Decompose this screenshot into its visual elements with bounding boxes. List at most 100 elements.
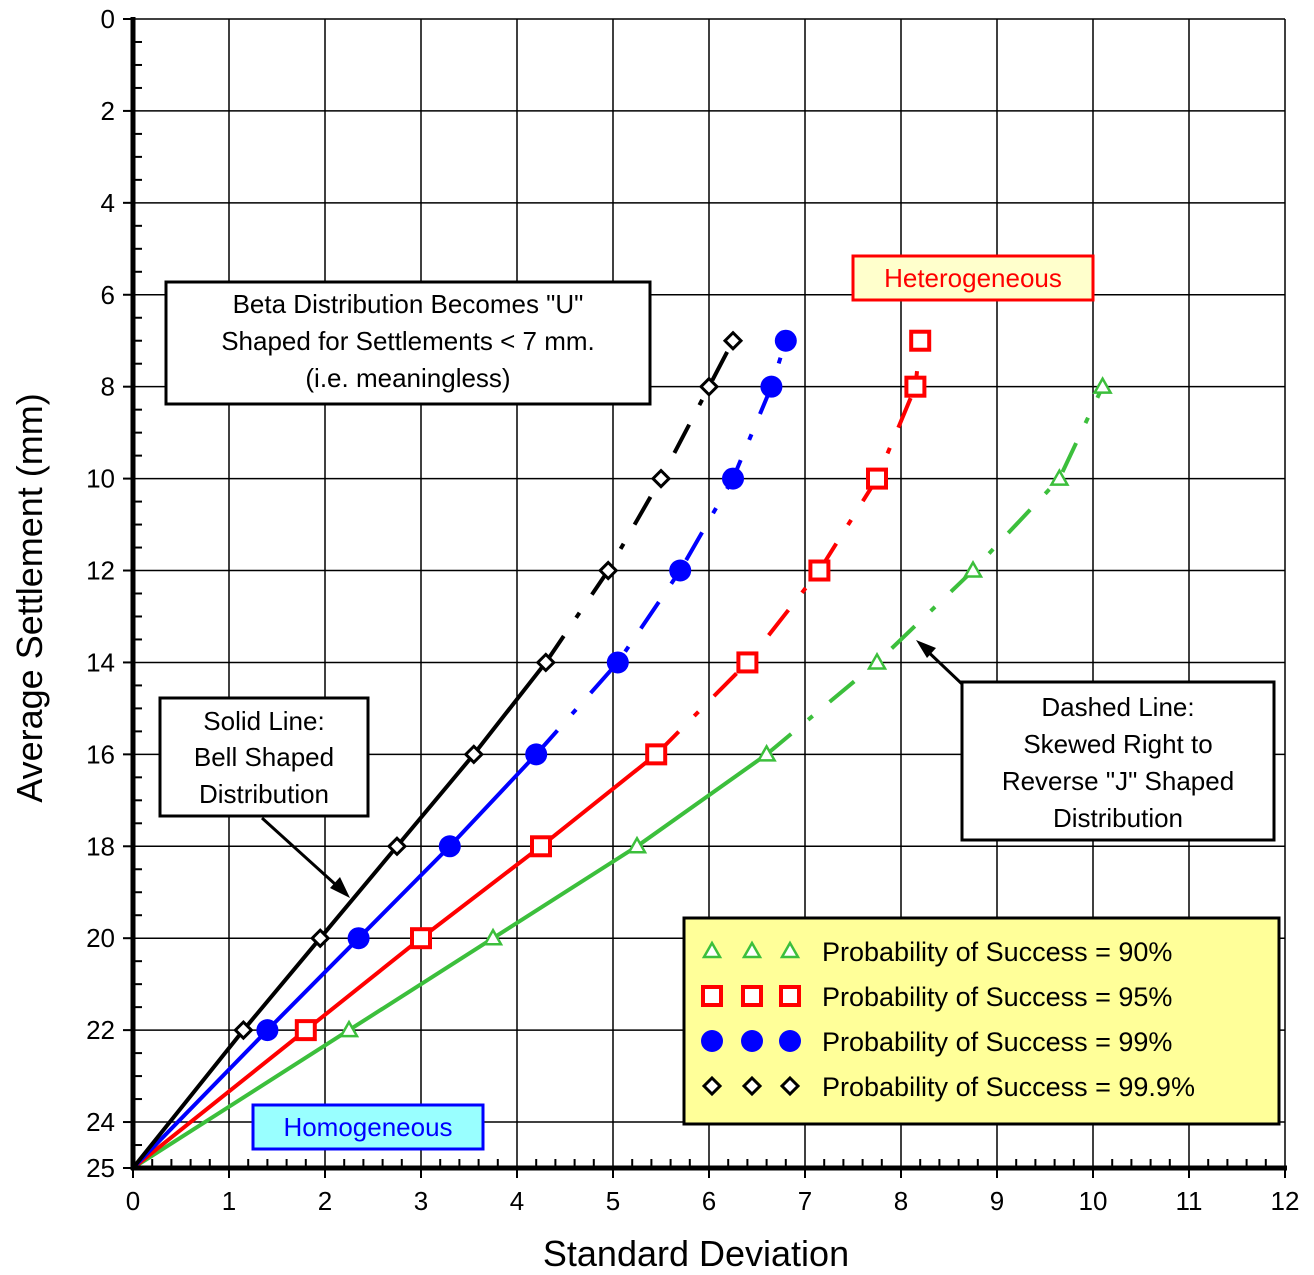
x-axis-label: Standard Deviation	[543, 1233, 849, 1274]
series-1-point-6	[808, 559, 831, 582]
legend-marker-1	[701, 985, 723, 1007]
y-tick-label: 16	[86, 739, 115, 769]
markers	[233, 329, 1113, 1042]
series-3-point-6	[598, 560, 619, 581]
homogeneous-text: Homogeneous	[283, 1112, 452, 1142]
solid-line-2: Bell Shaped	[194, 742, 334, 772]
beta-line-2: Shaped for Settlements < 7 mm.	[221, 326, 595, 356]
x-tick-label: 4	[510, 1186, 524, 1216]
series-3-solid-line	[131, 661, 548, 1170]
x-tick-label: 6	[702, 1186, 716, 1216]
series-1-point-9	[909, 329, 932, 352]
y-tick-label: 20	[86, 923, 115, 953]
dashed-arrow-head	[916, 640, 936, 658]
y-tick-label: 8	[101, 372, 115, 402]
series-3-point-4	[463, 744, 484, 765]
series-2-point-2	[347, 927, 370, 950]
series-3-point-3	[386, 836, 408, 857]
series-0-point-6	[962, 560, 984, 578]
legend-marker-3	[779, 1075, 801, 1097]
series-3-point-1	[233, 1019, 254, 1041]
dashed-line-3: Reverse "J" Shaped	[1002, 766, 1234, 796]
series-2-point-1	[256, 1019, 279, 1042]
series-0-point-5	[866, 651, 888, 670]
series-0-point-8	[1092, 376, 1113, 394]
dashed-annotation: Dashed Line: Skewed Right to Reverse "J"…	[916, 640, 1276, 842]
series-2-point-3	[438, 835, 461, 858]
solid-annotation: Solid Line: Bell Shaped Distribution	[158, 696, 370, 898]
x-tick-label: 12	[1271, 1186, 1300, 1216]
y-tick-label: 25	[86, 1153, 115, 1183]
x-tick-label: 8	[894, 1186, 908, 1216]
series-1-point-3	[530, 835, 552, 858]
series-3-point-7	[650, 468, 672, 489]
legend-marker-2	[779, 1030, 801, 1052]
dashed-line-2: Skewed Right to	[1023, 729, 1212, 759]
y-axis-label: Average Settlement (mm)	[9, 393, 50, 802]
dashed-line-4: Distribution	[1053, 803, 1183, 833]
series-2-dashed-line	[534, 340, 788, 756]
series-0-point-7	[1049, 468, 1070, 486]
homogeneous-label: Homogeneous	[251, 1103, 485, 1151]
y-tick-label: 2	[101, 96, 115, 126]
series-0-point-2	[482, 927, 504, 946]
beta-line-1: Beta Distribution Becomes "U"	[233, 289, 584, 319]
y-tick-label: 4	[101, 188, 115, 218]
series-0-point-4	[756, 743, 777, 762]
legend-marker-3	[701, 1075, 723, 1097]
y-tick-label: 12	[86, 556, 115, 586]
series-0-point-1	[338, 1019, 360, 1038]
y-tick-label: 22	[86, 1015, 115, 1045]
series-3-point-2	[310, 928, 331, 949]
legend: Probability of Success = 90% Probability…	[682, 916, 1281, 1126]
x-tick-label: 0	[126, 1186, 140, 1216]
series-2-point-6	[669, 559, 692, 582]
x-tick-label: 5	[606, 1186, 620, 1216]
x-tick-label: 3	[414, 1186, 428, 1216]
solid-line-3: Distribution	[199, 779, 329, 809]
legend-marker-1	[741, 985, 763, 1007]
y-tick-label: 0	[101, 4, 115, 34]
solid-arrow-line	[260, 816, 348, 896]
y-tick-label: 6	[101, 280, 115, 310]
y-tick-label: 18	[86, 831, 115, 861]
series-0-point-3	[626, 835, 648, 854]
series-3-point-8	[698, 376, 720, 397]
series-3-point-9	[722, 330, 744, 351]
x-tick-label: 11	[1176, 1186, 1203, 1216]
series-1-point-5	[736, 651, 759, 674]
legend-entry-99: Probability of Success = 99%	[822, 1027, 1172, 1057]
legend-marker-3	[741, 1075, 763, 1097]
series-1-dashed-line	[654, 340, 923, 756]
series-2-point-7	[722, 467, 744, 490]
legend-entry-90: Probability of Success = 90%	[822, 937, 1172, 967]
beta-line-3: (i.e. meaningless)	[305, 363, 510, 393]
series-2-point-9	[774, 329, 797, 352]
series-3-point-5	[535, 652, 556, 673]
legend-marker-2	[701, 1030, 723, 1052]
legend-marker-0	[741, 940, 763, 959]
series-2-point-5	[606, 651, 629, 674]
series-3-dashed-line	[544, 339, 735, 664]
dashed-line-1: Dashed Line:	[1041, 692, 1194, 722]
x-tick-label: 10	[1079, 1186, 1108, 1216]
series-1-point-1	[294, 1019, 317, 1042]
series-2-point-8	[760, 375, 783, 398]
legend-marker-2	[741, 1030, 763, 1052]
x-tick-label: 1	[222, 1186, 236, 1216]
legend-entry-95: Probability of Success = 95%	[822, 982, 1172, 1012]
beta-annotation: Beta Distribution Becomes "U" Shaped for…	[164, 280, 652, 406]
series-1-point-4	[645, 743, 668, 766]
y-tick-label: 14	[86, 647, 115, 677]
legend-markers	[701, 940, 801, 1097]
legend-marker-1	[779, 985, 801, 1007]
solid-arrow-head	[330, 877, 350, 898]
legend-marker-0	[701, 940, 723, 959]
heterogeneous-label: Heterogeneous	[851, 254, 1095, 302]
y-tick-label: 10	[86, 464, 115, 494]
heterogeneous-text: Heterogeneous	[884, 263, 1062, 293]
series-1-point-2	[410, 927, 432, 950]
x-tick-label: 9	[990, 1186, 1004, 1216]
